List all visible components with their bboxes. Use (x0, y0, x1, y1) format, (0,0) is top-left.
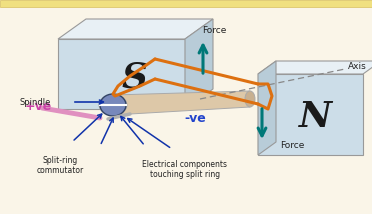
Ellipse shape (100, 94, 126, 116)
Text: +ve: +ve (25, 100, 52, 113)
Text: Spindle: Spindle (19, 98, 51, 107)
Text: Split-ring
commutator: Split-ring commutator (36, 156, 84, 175)
Ellipse shape (99, 95, 127, 115)
Text: S: S (122, 60, 148, 94)
Polygon shape (0, 0, 372, 7)
Polygon shape (113, 91, 250, 115)
Text: Force: Force (280, 141, 304, 150)
Text: Electrical components
touching split ring: Electrical components touching split rin… (142, 160, 228, 179)
Ellipse shape (245, 91, 255, 107)
Text: Force: Force (202, 26, 226, 35)
Polygon shape (58, 19, 213, 39)
Polygon shape (258, 61, 372, 74)
Polygon shape (258, 61, 276, 155)
Polygon shape (258, 74, 363, 155)
Text: N: N (298, 100, 331, 134)
Polygon shape (58, 39, 185, 109)
Text: Axis: Axis (348, 61, 367, 70)
Text: -ve: -ve (184, 111, 206, 125)
Polygon shape (185, 19, 213, 109)
